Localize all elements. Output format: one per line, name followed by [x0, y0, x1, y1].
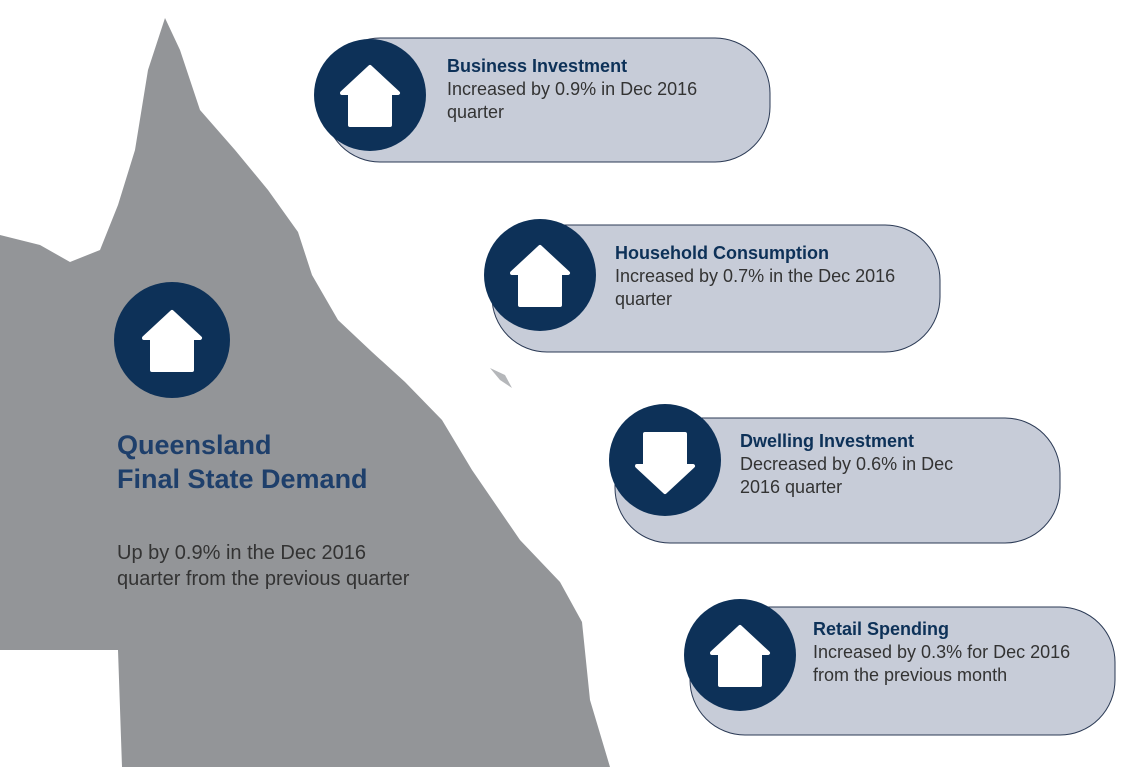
card-text: Household Consumption Increased by 0.7% i… [615, 242, 925, 311]
card-description: Increased by 0.7% in the Dec 2016 quarte… [615, 266, 896, 309]
queensland-map [0, 18, 610, 767]
card-title: Retail Spending [813, 619, 950, 639]
card-description: Increased by 0.3% for Dec 2016 from the … [813, 642, 1071, 685]
arrow-up [142, 310, 202, 372]
main-title: Queensland Final State Demand [117, 428, 437, 496]
card-title: Business Investment [447, 56, 628, 76]
main-description: Up by 0.9% in the Dec 2016 quarter from … [117, 542, 410, 590]
arrow-up [710, 625, 770, 687]
card-text: Business Investment Increased by 0.9% in … [447, 55, 757, 124]
main-title-line: Queensland [117, 430, 272, 460]
main-title-line: Final State Demand [117, 464, 368, 494]
card-description: Decreased by 0.6% in Dec 2016 quarter [740, 454, 954, 497]
island [490, 368, 512, 388]
card-title: Household Consumption [615, 243, 829, 263]
arrow-up [340, 65, 400, 127]
arrow-down [635, 432, 695, 494]
arrow-up [510, 245, 570, 307]
card-text: Dwelling Investment Decreased by 0.6% in … [740, 430, 985, 499]
card-title: Dwelling Investment [740, 431, 915, 451]
card-description: Increased by 0.9% in Dec 2016 quarter [447, 79, 698, 122]
card-text: Retail Spending Increased by 0.3% for Dec… [813, 618, 1103, 687]
